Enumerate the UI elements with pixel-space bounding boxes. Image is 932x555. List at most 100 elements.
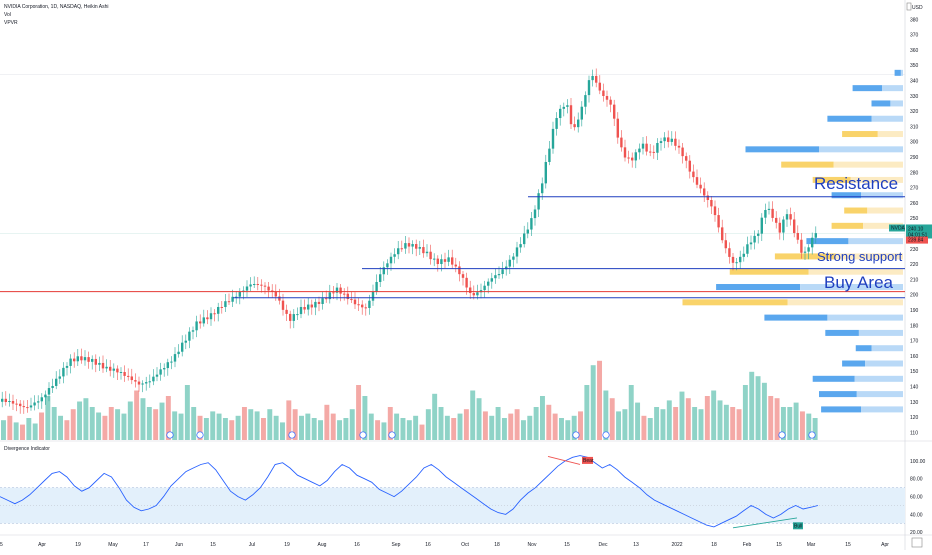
candle-body — [587, 80, 591, 96]
vpvr-down-bar — [835, 253, 903, 260]
volume-bar — [660, 409, 666, 440]
candle-body — [559, 108, 562, 119]
candle-body — [289, 313, 292, 321]
vpvr-down-bar — [800, 284, 903, 291]
candle-body — [577, 119, 580, 128]
event-marker-icon — [359, 431, 367, 439]
volume-bar — [799, 411, 805, 440]
candle-body — [429, 251, 432, 260]
volume-bar — [39, 412, 44, 440]
volume-bar — [539, 396, 545, 440]
current-price-value: 240.10 — [908, 226, 924, 232]
candle-body — [397, 248, 400, 255]
vpvr-up-bar — [821, 406, 861, 413]
vpvr-down-bar — [867, 207, 903, 214]
vpvr-down-bar — [833, 161, 903, 168]
candle-body — [33, 402, 36, 406]
vpvr-down-bar — [865, 360, 903, 367]
volume-bar — [774, 398, 780, 440]
volume-bar — [127, 401, 133, 440]
candle-body — [310, 304, 313, 308]
candle-body — [533, 209, 537, 219]
candle-body — [472, 293, 475, 296]
vpvr-down-bar — [854, 375, 903, 382]
candle-body — [487, 281, 490, 286]
time-tick-label: Apr — [881, 542, 889, 548]
candle-body — [307, 304, 310, 310]
price-tick-label: 150 — [910, 369, 919, 375]
volume-bar — [121, 413, 127, 440]
event-marker-icon — [166, 431, 174, 439]
candle-body — [94, 358, 97, 365]
candle-body — [749, 242, 753, 245]
candle-body — [112, 368, 115, 371]
candle-body — [238, 291, 241, 297]
candle-body — [706, 195, 709, 201]
candle-body — [148, 381, 151, 383]
settings-gear-icon[interactable] — [911, 537, 923, 548]
candle-body — [375, 281, 378, 292]
volume-bar — [235, 415, 241, 440]
symbol-tag-label: NVDA — [891, 225, 906, 231]
resistance-label: Resistance — [814, 174, 898, 193]
candle-body — [710, 200, 713, 207]
candle-body — [458, 266, 461, 275]
volume-bar — [241, 407, 247, 440]
candle-body — [58, 376, 61, 379]
oscillator-tick-label: 100.00 — [910, 459, 926, 465]
volume-bar — [254, 411, 260, 440]
candle-body — [695, 177, 699, 185]
vpvr-up-bar — [894, 69, 901, 76]
candle-body — [22, 406, 25, 408]
candle-body — [91, 358, 94, 362]
currency-label: USD — [912, 5, 923, 11]
volume-bar — [559, 418, 564, 440]
candle-body — [454, 264, 457, 267]
candle-body — [303, 306, 306, 310]
candle-body — [177, 351, 180, 355]
volume-bar — [647, 418, 653, 440]
candle-body — [807, 247, 810, 252]
time-tick-label: Oct — [461, 542, 469, 548]
buy-area-label: Buy Area — [824, 273, 894, 292]
price-tick-label: 300 — [910, 140, 919, 146]
price-tick-label: 110 — [910, 430, 918, 436]
candle-body — [145, 382, 148, 384]
candle-body — [8, 400, 11, 403]
oscillator-tick-label: 80.00 — [910, 477, 923, 483]
lock-icon[interactable] — [906, 2, 912, 11]
candle-body — [325, 298, 328, 300]
volume-bar — [115, 409, 121, 440]
price-tick-label: 130 — [910, 400, 919, 406]
event-marker-icon — [388, 431, 396, 439]
candle-body — [814, 233, 817, 238]
candle-body — [724, 240, 727, 249]
time-tick-label: Jun — [175, 542, 183, 548]
candle-body — [652, 151, 655, 153]
candle-body — [101, 362, 105, 369]
candle-body — [659, 141, 663, 143]
volume-bar — [159, 402, 165, 440]
candle-body — [800, 239, 803, 253]
volume-bar — [362, 396, 368, 440]
candle-body — [508, 259, 511, 267]
candle-body — [598, 82, 601, 91]
candle-body — [328, 292, 331, 300]
candle-body — [184, 340, 187, 343]
candle-body — [393, 254, 396, 257]
time-tick-label: 15 — [776, 542, 782, 548]
candle-body — [616, 118, 619, 138]
candle-body — [717, 215, 720, 228]
volume-bar — [153, 409, 159, 440]
volume-bar — [267, 409, 273, 440]
volume-bar — [387, 407, 393, 440]
reference-price-badge — [906, 236, 928, 244]
volume-bar — [552, 413, 558, 440]
candle-body — [569, 105, 573, 125]
candle-body — [591, 75, 594, 81]
volume-bar — [330, 413, 336, 440]
candle-body — [418, 247, 421, 249]
time-tick-label: May — [108, 542, 118, 548]
candle-body — [285, 309, 288, 314]
